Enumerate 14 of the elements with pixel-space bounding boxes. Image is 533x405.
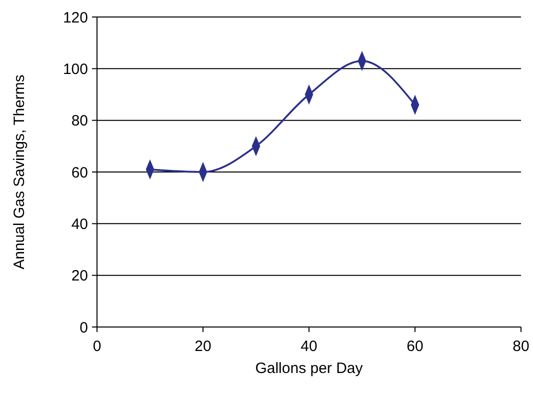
y-tick-label: 120 <box>62 9 88 26</box>
x-tick-label: 60 <box>406 338 424 355</box>
y-tick-label: 20 <box>71 268 88 285</box>
x-axis-title: Gallons per Day <box>255 360 364 377</box>
y-tick-label: 0 <box>80 319 88 336</box>
x-tick-label: 0 <box>92 338 102 355</box>
x-tick-label: 40 <box>300 338 318 355</box>
x-tick-label: 80 <box>512 338 530 355</box>
y-tick-label: 40 <box>71 216 88 233</box>
y-tick-label: 60 <box>71 164 88 182</box>
y-axis-title: Annual Gas Savings, Therms <box>11 74 28 270</box>
y-tick-label: 100 <box>62 60 88 78</box>
y-tick-label: 80 <box>71 112 88 130</box>
x-tick-label: 20 <box>194 338 212 355</box>
